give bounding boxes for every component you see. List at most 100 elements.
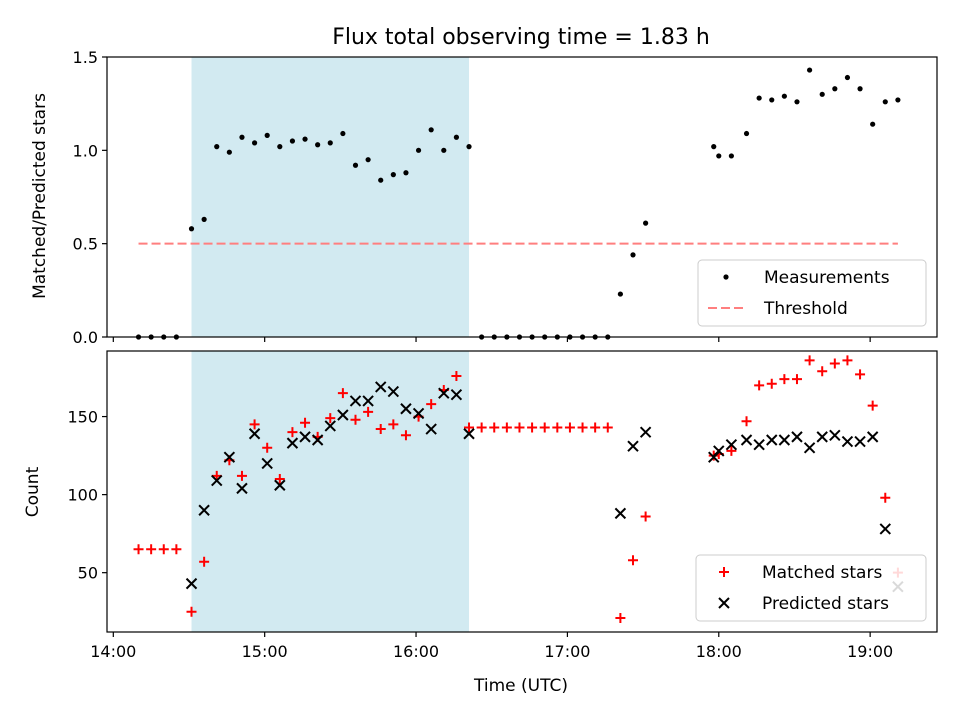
bottom-data-point — [539, 422, 550, 433]
bottom-data-point — [842, 355, 853, 366]
bottom-data-point — [639, 426, 652, 438]
bottom-data-point — [363, 406, 374, 417]
bottom-data-point — [778, 434, 791, 446]
top-data-point — [769, 97, 775, 103]
bottom-data-point — [489, 422, 500, 433]
top-axes-frame — [106, 56, 938, 338]
bottom-data-point — [274, 474, 285, 485]
top-data-point — [327, 140, 333, 146]
bottom-data-point — [713, 445, 725, 457]
bottom-data-point — [464, 422, 475, 433]
bottom-data-point — [185, 577, 198, 590]
top-y-tick-label: 0.5 — [73, 235, 98, 254]
top-y-tick-label: 1.5 — [73, 48, 98, 67]
bottom-data-point — [577, 422, 588, 433]
top-data-point — [453, 134, 460, 140]
top-data-point — [378, 177, 384, 183]
top-y-axis-label: Matched/Predicted stars — [30, 93, 50, 299]
top-data-point — [711, 144, 717, 150]
bottom-data-point — [829, 358, 840, 369]
bottom-data-point — [171, 544, 182, 555]
bottom-data-point — [476, 422, 487, 433]
chart-title: Flux total observing time = 1.83 h — [332, 25, 710, 50]
bottom-data-point — [791, 431, 803, 443]
bottom-data-point — [779, 374, 790, 385]
top-data-point — [728, 153, 734, 159]
top-y-tick-label: 1.0 — [73, 141, 98, 160]
bottom-axes-frame — [106, 350, 938, 633]
top-data-point — [340, 130, 346, 137]
top-data-point — [390, 172, 396, 178]
top-data-point — [630, 252, 636, 258]
bottom-data-point — [628, 555, 639, 566]
top-data-point — [794, 99, 800, 105]
bottom-x-tick-label: 18:00 — [696, 642, 742, 661]
top-data-point — [844, 74, 851, 81]
top-data-point — [302, 136, 308, 142]
top-data-point — [806, 67, 813, 73]
top-data-point — [895, 97, 901, 103]
top-data-point — [441, 147, 447, 153]
bottom-data-point — [324, 420, 336, 432]
top-data-point — [201, 216, 207, 222]
top-observing-span — [191, 57, 470, 337]
top-legend-label: Threshold — [763, 299, 848, 319]
bottom-x-tick-label: 16:00 — [393, 642, 439, 661]
bottom-data-point — [286, 437, 299, 449]
bottom-legend-label: Matched stars — [762, 563, 882, 583]
bottom-data-point — [274, 479, 286, 491]
bottom-data-point — [879, 523, 891, 535]
bottom-data-point — [337, 388, 348, 399]
bottom-data-point — [791, 374, 802, 385]
bottom-data-point — [426, 399, 437, 410]
bottom-data-point — [514, 422, 525, 433]
bottom-data-point — [741, 416, 752, 427]
bottom-data-point — [855, 369, 866, 380]
bottom-data-point — [880, 492, 891, 503]
bottom-legend-box — [695, 554, 927, 622]
top-data-point — [466, 144, 472, 150]
top-data-point — [756, 95, 762, 101]
bottom-data-point — [804, 355, 815, 366]
top-data-point — [251, 140, 258, 146]
bottom-data-point — [867, 400, 878, 411]
bottom-data-point — [375, 381, 387, 393]
top-data-point — [403, 170, 409, 176]
bottom-data-point — [198, 504, 210, 516]
top-data-point — [643, 220, 649, 226]
top-legend: Measurements Threshold — [697, 259, 927, 327]
bottom-data-point — [287, 427, 298, 438]
bottom-data-point — [249, 419, 260, 430]
bottom-data-point — [725, 438, 738, 451]
bottom-data-point — [425, 423, 437, 435]
bottom-data-point — [450, 389, 463, 401]
bottom-data-point — [248, 428, 261, 440]
bottom-data-point — [602, 422, 613, 433]
bottom-data-point — [866, 431, 879, 443]
bottom-data-point — [133, 544, 144, 555]
top-legend-label: Measurements — [764, 268, 890, 288]
bottom-legend-marker — [718, 597, 730, 609]
top-data-point — [870, 121, 876, 127]
bottom-data-point — [262, 442, 273, 453]
bottom-data-point — [337, 409, 349, 421]
bottom-data-point — [261, 457, 273, 470]
bottom-data-point — [726, 445, 737, 456]
top-data-point — [289, 138, 296, 144]
bottom-data-point — [829, 429, 841, 442]
bottom-data-point — [412, 407, 425, 420]
bottom-y-tick-label: 100 — [67, 486, 98, 505]
top-data-point — [277, 144, 283, 150]
top-legend-box — [697, 259, 927, 327]
top-data-point — [617, 291, 623, 297]
bottom-y-tick-label: 50 — [78, 564, 98, 583]
bottom-data-point — [199, 556, 210, 567]
bottom-data-point — [640, 511, 651, 522]
top-data-point — [819, 91, 825, 97]
bottom-data-point — [388, 419, 399, 430]
top-data-point — [716, 153, 722, 159]
bottom-data-point — [463, 428, 475, 440]
bottom-data-point — [400, 403, 412, 415]
bottom-data-point — [350, 414, 361, 425]
